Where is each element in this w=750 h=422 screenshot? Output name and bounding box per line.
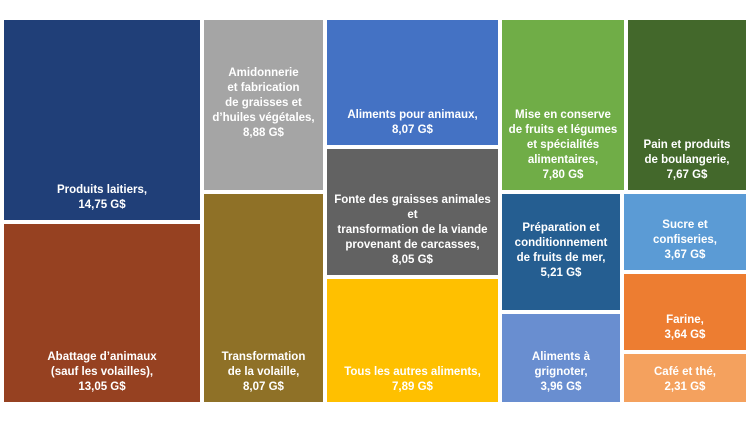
tile-label: Aliments pour animaux, 8,07 G$ <box>341 104 483 145</box>
tile-category: Farine, <box>666 314 704 326</box>
tile-value: 7,89 G$ <box>392 381 433 393</box>
tile-label: Aliments à grignoter, 3,96 G$ <box>502 346 620 402</box>
tile-value: 8,07 G$ <box>392 124 433 136</box>
treemap-tile: Farine, 3,64 G$ <box>622 272 748 352</box>
tile-category: Tous les autres aliments, <box>344 366 481 378</box>
tile-category: Aliments à grignoter, <box>531 351 591 378</box>
tile-category: Café et thé, <box>654 366 716 378</box>
tile-value: 8,07 G$ <box>243 381 284 393</box>
tile-value: 7,67 G$ <box>666 169 708 181</box>
tile-category: Amidonnerie et fabrication de graisses e… <box>212 67 315 124</box>
tile-category: Produits laitiers, <box>56 184 148 196</box>
tile-value: 14,75 G$ <box>78 199 126 211</box>
tile-value: 3,64 G$ <box>664 329 706 341</box>
tile-label: Amidonnerie et fabrication de graisses e… <box>206 62 320 148</box>
tile-category: Mise en conserve de fruits et légumes et… <box>508 109 618 166</box>
treemap-tile: Fonte des graisses animales et transform… <box>325 147 500 277</box>
treemap-tile: Mise en conserve de fruits et légumes et… <box>500 18 626 192</box>
tile-category: Préparation et conditionnement de fruits… <box>514 221 608 264</box>
tile-label: Sucre et confiseries, 3,67 G$ <box>624 214 746 270</box>
tile-label: Mise en conserve de fruits et légumes et… <box>503 104 624 190</box>
tile-category: Abattage d’animaux (sauf les volailles), <box>47 351 157 378</box>
tile-value: 7,80 G$ <box>542 169 584 181</box>
treemap-tile: Pain et produits de boulangerie, 7,67 G$ <box>626 18 748 192</box>
treemap-tile: Amidonnerie et fabrication de graisses e… <box>202 18 325 192</box>
treemap-tile: Préparation et conditionnement de fruits… <box>500 192 622 312</box>
tile-label: Transformation de la volaille, 8,07 G$ <box>216 346 312 402</box>
tile-label: Fonte des graisses animales et transform… <box>327 189 498 275</box>
tile-category: Transformation de la volaille, <box>221 351 306 378</box>
treemap-tile: Tous les autres aliments, 7,89 G$ <box>325 277 500 404</box>
tile-label: Préparation et conditionnement de fruits… <box>509 217 614 288</box>
tile-value: 13,05 G$ <box>78 381 126 393</box>
tile-value: 3,96 G$ <box>540 381 582 393</box>
tile-label: Tous les autres aliments, 7,89 G$ <box>338 361 487 402</box>
tile-category: Fonte des graisses animales et transform… <box>334 194 491 251</box>
tile-label: Abattage d’animaux (sauf les volailles),… <box>41 346 162 402</box>
tile-value: 2,31 G$ <box>664 381 706 393</box>
tile-label: Produits laitiers, 14,75 G$ <box>51 179 153 220</box>
tile-category: Sucre et confiseries, <box>653 219 717 246</box>
tile-value: 8,88 G$ <box>243 127 284 139</box>
treemap-tile: Café et thé, 2,31 G$ <box>622 352 748 404</box>
tile-label: Farine, 3,64 G$ <box>659 309 712 350</box>
treemap-tile: Abattage d’animaux (sauf les volailles),… <box>2 222 202 404</box>
treemap-tile: Sucre et confiseries, 3,67 G$ <box>622 192 748 272</box>
tile-value: 5,21 G$ <box>540 266 582 279</box>
tile-value: 8,05 G$ <box>392 254 433 266</box>
tile-label: Café et thé, 2,31 G$ <box>648 361 722 402</box>
treemap-tile: Produits laitiers, 14,75 G$ <box>2 18 202 222</box>
tile-category: Aliments pour animaux, <box>347 109 478 121</box>
tile-category: Pain et produits de boulangerie, <box>643 139 731 166</box>
treemap-tile: Transformation de la volaille, 8,07 G$ <box>202 192 325 404</box>
treemap-tile: Aliments pour animaux, 8,07 G$ <box>325 18 500 147</box>
tile-value: 3,67 G$ <box>664 249 706 261</box>
treemap-tile: Aliments à grignoter, 3,96 G$ <box>500 312 622 404</box>
tile-label: Pain et produits de boulangerie, 7,67 G$ <box>638 134 737 190</box>
